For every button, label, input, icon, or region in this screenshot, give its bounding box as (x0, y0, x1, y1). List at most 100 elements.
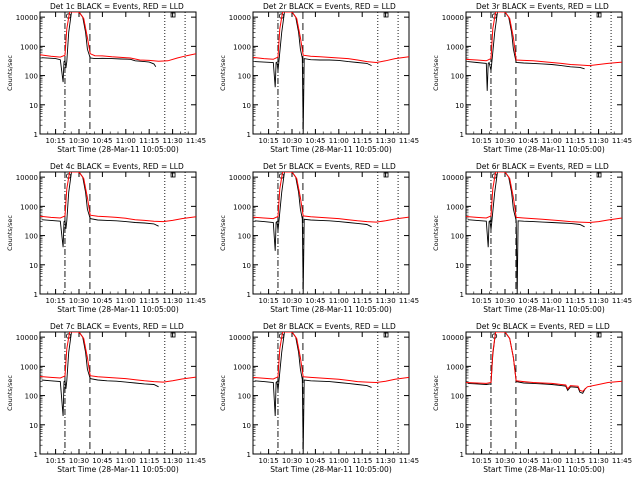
panel-6: Det 6r BLACK = Events, RED = LLD 1 10 100 10… (432, 162, 632, 314)
marker-square (383, 172, 389, 178)
plot-frame (465, 331, 623, 455)
x-tick-label: 11:45 (399, 457, 419, 465)
plot-frame (252, 11, 410, 135)
y-tick-label: 100 (25, 393, 38, 401)
series-lld (253, 332, 409, 384)
x-tick-label: 11:15 (139, 297, 159, 305)
x-tick-label: 10:15 (259, 137, 279, 145)
plot-frame (465, 11, 623, 135)
panel-1: Det 1c BLACK = Events, RED = LLD 1 10 100 10… (6, 2, 206, 154)
x-axis-label: Start Time (28-Mar-11 10:05:00) (57, 145, 179, 154)
x-tick-label: 10:30 (282, 297, 302, 305)
y-tick-label: 10000 (442, 334, 464, 342)
y-tick-label: 100 (25, 233, 38, 241)
y-tick-label: 1000 (233, 203, 251, 211)
x-tick-label: 11:30 (589, 137, 609, 145)
x-axis-label: Start Time (28-Mar-11 10:05:00) (483, 465, 605, 474)
x-tick-label: 10:45 (518, 297, 538, 305)
y-tick-label: 10000 (229, 334, 251, 342)
x-tick-label: 10:30 (69, 297, 89, 305)
y-tick-label: 1000 (446, 203, 464, 211)
panel-5: Det 5r BLACK = Events, RED = LLD 1 10 100 10… (219, 162, 419, 314)
series-lld (40, 172, 196, 223)
x-tick-label: 10:30 (69, 457, 89, 465)
y-tick-label: 10000 (229, 174, 251, 182)
y-axis-label: Counts/sec (219, 375, 227, 411)
x-tick-label: 11:15 (565, 297, 585, 305)
y-tick-label: 10 (29, 102, 38, 110)
x-tick-label: 11:45 (612, 457, 632, 465)
x-tick-label: 10:15 (46, 297, 66, 305)
x-tick-label: 10:15 (259, 297, 279, 305)
y-tick-label: 1000 (446, 43, 464, 51)
x-axis-label: Start Time (28-Mar-11 10:05:00) (270, 145, 392, 154)
y-tick-label: 10 (242, 422, 251, 430)
y-tick-label: 1000 (20, 43, 38, 51)
x-tick-label: 10:30 (495, 137, 515, 145)
x-tick-label: 10:45 (518, 137, 538, 145)
marker-square (170, 332, 176, 338)
marker-square (596, 332, 602, 338)
x-tick-label: 11:30 (376, 297, 396, 305)
series-events (467, 12, 585, 91)
panel-title: Det 8r BLACK = Events, RED = LLD (263, 322, 396, 331)
y-tick-label: 10 (29, 262, 38, 270)
series-events (254, 172, 372, 294)
x-tick-label: 11:30 (589, 297, 609, 305)
series-events (254, 12, 372, 134)
panel-9: Det 9c BLACK = Events, RED = LLD 1 10 100 10… (432, 322, 632, 474)
y-tick-label: 100 (238, 73, 251, 81)
x-tick-label: 10:45 (305, 297, 325, 305)
x-tick-label: 11:00 (542, 137, 562, 145)
y-tick-label: 1000 (20, 203, 38, 211)
series-lld (40, 332, 196, 383)
series-lld (40, 12, 196, 62)
x-tick-label: 10:15 (472, 297, 492, 305)
y-tick-label: 1 (34, 451, 38, 459)
panel-title: Det 6r BLACK = Events, RED = LLD (476, 162, 609, 171)
panel-3: Det 3r BLACK = Events, RED = LLD 1 10 100 10… (432, 2, 632, 154)
y-tick-label: 1 (34, 131, 38, 139)
y-tick-label: 1000 (233, 43, 251, 51)
x-tick-label: 11:00 (329, 137, 349, 145)
x-axis-label: Start Time (28-Mar-11 10:05:00) (57, 465, 179, 474)
y-tick-label: 100 (25, 73, 38, 81)
x-tick-label: 11:30 (163, 137, 183, 145)
x-tick-label: 11:00 (116, 137, 136, 145)
series-events (41, 12, 157, 83)
x-tick-label: 11:45 (612, 297, 632, 305)
y-axis-label: Counts/sec (432, 375, 440, 411)
y-tick-label: 10 (455, 422, 464, 430)
y-tick-label: 10000 (16, 14, 38, 22)
series-lld (466, 12, 622, 67)
x-tick-label: 10:45 (518, 457, 538, 465)
panel-title: Det 7c BLACK = Events, RED = LLD (50, 322, 184, 331)
marker-square (170, 172, 176, 178)
x-tick-label: 10:30 (282, 457, 302, 465)
x-tick-label: 10:30 (69, 137, 89, 145)
plot-frame (252, 171, 410, 295)
x-tick-label: 10:15 (472, 137, 492, 145)
series-lld (253, 172, 409, 223)
x-axis-label: Start Time (28-Mar-11 10:05:00) (270, 465, 392, 474)
x-tick-label: 10:15 (46, 457, 66, 465)
panel-title: Det 5r BLACK = Events, RED = LLD (263, 162, 396, 171)
series-events (467, 172, 585, 294)
y-tick-label: 10 (242, 102, 251, 110)
y-tick-label: 100 (451, 393, 464, 401)
y-tick-label: 1 (460, 451, 464, 459)
y-tick-label: 1 (460, 131, 464, 139)
x-tick-label: 11:45 (186, 457, 206, 465)
y-tick-label: 1 (34, 291, 38, 299)
x-tick-label: 11:15 (352, 137, 372, 145)
marker-square (596, 12, 602, 18)
panel-title: Det 9c BLACK = Events, RED = LLD (476, 322, 610, 331)
x-tick-label: 11:15 (352, 457, 372, 465)
x-tick-label: 11:45 (186, 137, 206, 145)
x-tick-label: 10:15 (46, 137, 66, 145)
y-tick-label: 10 (455, 262, 464, 270)
x-axis-label: Start Time (28-Mar-11 10:05:00) (483, 145, 605, 154)
x-tick-label: 11:30 (376, 137, 396, 145)
y-tick-label: 1000 (20, 363, 38, 371)
y-tick-label: 10 (242, 262, 251, 270)
